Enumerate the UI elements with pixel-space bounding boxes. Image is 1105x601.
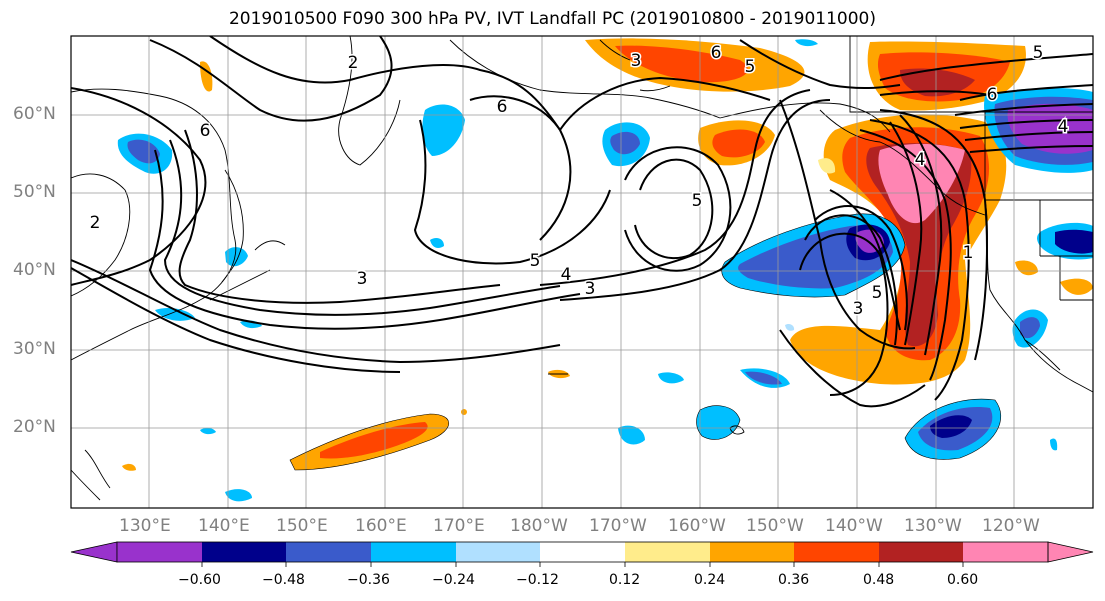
lon-label-160w: 160°W: [668, 516, 726, 536]
colorbar-tick-label: −0.12: [516, 572, 559, 588]
contour-label: 6: [497, 97, 508, 117]
contour-label: 4: [1058, 117, 1069, 137]
graticule: [71, 36, 1093, 508]
contour-labels: 2 6 6 5 5 6 6 5 4 3 5 4 3 4 5 3 1 2 3: [88, 42, 1070, 321]
colorbar-extend-max: [1047, 541, 1094, 563]
ivt-negative-shading: [117, 39, 1093, 502]
shading-outlines: [289, 213, 1001, 471]
colorbar-segment: [286, 542, 371, 562]
contour-label: 2: [90, 213, 101, 233]
colorbar-segment: [710, 542, 794, 562]
colorbar-segment: [117, 542, 202, 562]
lon-label-140e: 140°E: [198, 516, 250, 536]
lon-label-130w: 130°W: [904, 516, 962, 536]
contour-label: 6: [987, 85, 998, 105]
contour-label: 2: [348, 53, 359, 73]
colorbar-segment: [879, 542, 963, 562]
lon-label-170e: 170°E: [433, 516, 485, 536]
colorbar-segment: [202, 542, 286, 562]
contour-label: 5: [1033, 43, 1044, 63]
coastlines: [71, 36, 1093, 501]
colorbar-segment: [794, 542, 879, 562]
colorbar-segment: [540, 542, 625, 562]
colorbar-tick-label: 0.48: [863, 572, 895, 588]
contour-label: 5: [692, 191, 703, 211]
lon-label-170w: 170°W: [589, 516, 647, 536]
contour-label: 5: [745, 57, 756, 77]
lat-label-20n: 20°N: [13, 417, 56, 437]
contour-label: 6: [711, 43, 722, 63]
lon-label-130e: 130°E: [119, 516, 171, 536]
lon-label-160e: 160°E: [355, 516, 407, 536]
contour-label: 4: [561, 265, 572, 285]
colorbar-segment: [625, 542, 710, 562]
contour-label: 1: [963, 243, 974, 263]
colorbar-tick-label: 0.36: [778, 572, 810, 588]
colorbar-segment: [963, 542, 1048, 562]
colorbar-segment: [456, 542, 540, 562]
colorbar-tick-label: 0.12: [609, 572, 641, 588]
lon-label-120w: 120°W: [982, 516, 1040, 536]
colorbar-tick-label: −0.48: [262, 572, 305, 588]
contour-label: 5: [530, 251, 541, 271]
contour-label: 3: [585, 279, 596, 299]
contour-label: 3: [853, 299, 864, 319]
lat-label-50n: 50°N: [13, 182, 56, 202]
map-title: 2019010500 F090 300 hPa PV, IVT Landfall…: [228, 9, 876, 29]
map-plot-area: 2 6 6 5 5 6 6 5 4 3 5 4 3 4 5 3 1 2 3: [71, 36, 1093, 508]
colorbar-tick-label: 0.24: [694, 572, 726, 588]
colorbar-tick-label: 0.60: [947, 572, 979, 588]
colorbar-segment: [371, 542, 456, 562]
lat-label-60n: 60°N: [13, 104, 56, 124]
ivt-positive-shading: [122, 38, 1093, 471]
colorbar-tick-label: −0.24: [432, 572, 475, 588]
contour-label: 6: [200, 121, 211, 141]
colorbar-tick-label: −0.60: [178, 572, 221, 588]
lon-label-150e: 150°E: [276, 516, 328, 536]
colorbar-tick-label: −0.36: [347, 572, 390, 588]
lon-label-140w: 140°W: [825, 516, 883, 536]
lat-label-30n: 30°N: [13, 339, 56, 359]
colorbar-extend-min: [70, 541, 118, 563]
lon-label-180w: 180°W: [510, 516, 568, 536]
lat-label-40n: 40°N: [13, 260, 56, 280]
contour-label: 5: [872, 283, 883, 303]
contour-label: 4: [915, 150, 926, 170]
lon-label-150w: 150°W: [746, 516, 804, 536]
contour-label: 3: [357, 269, 368, 289]
contour-label: 3: [631, 51, 642, 71]
map-frame: [70, 35, 1094, 509]
colorbar: [70, 541, 1094, 567]
